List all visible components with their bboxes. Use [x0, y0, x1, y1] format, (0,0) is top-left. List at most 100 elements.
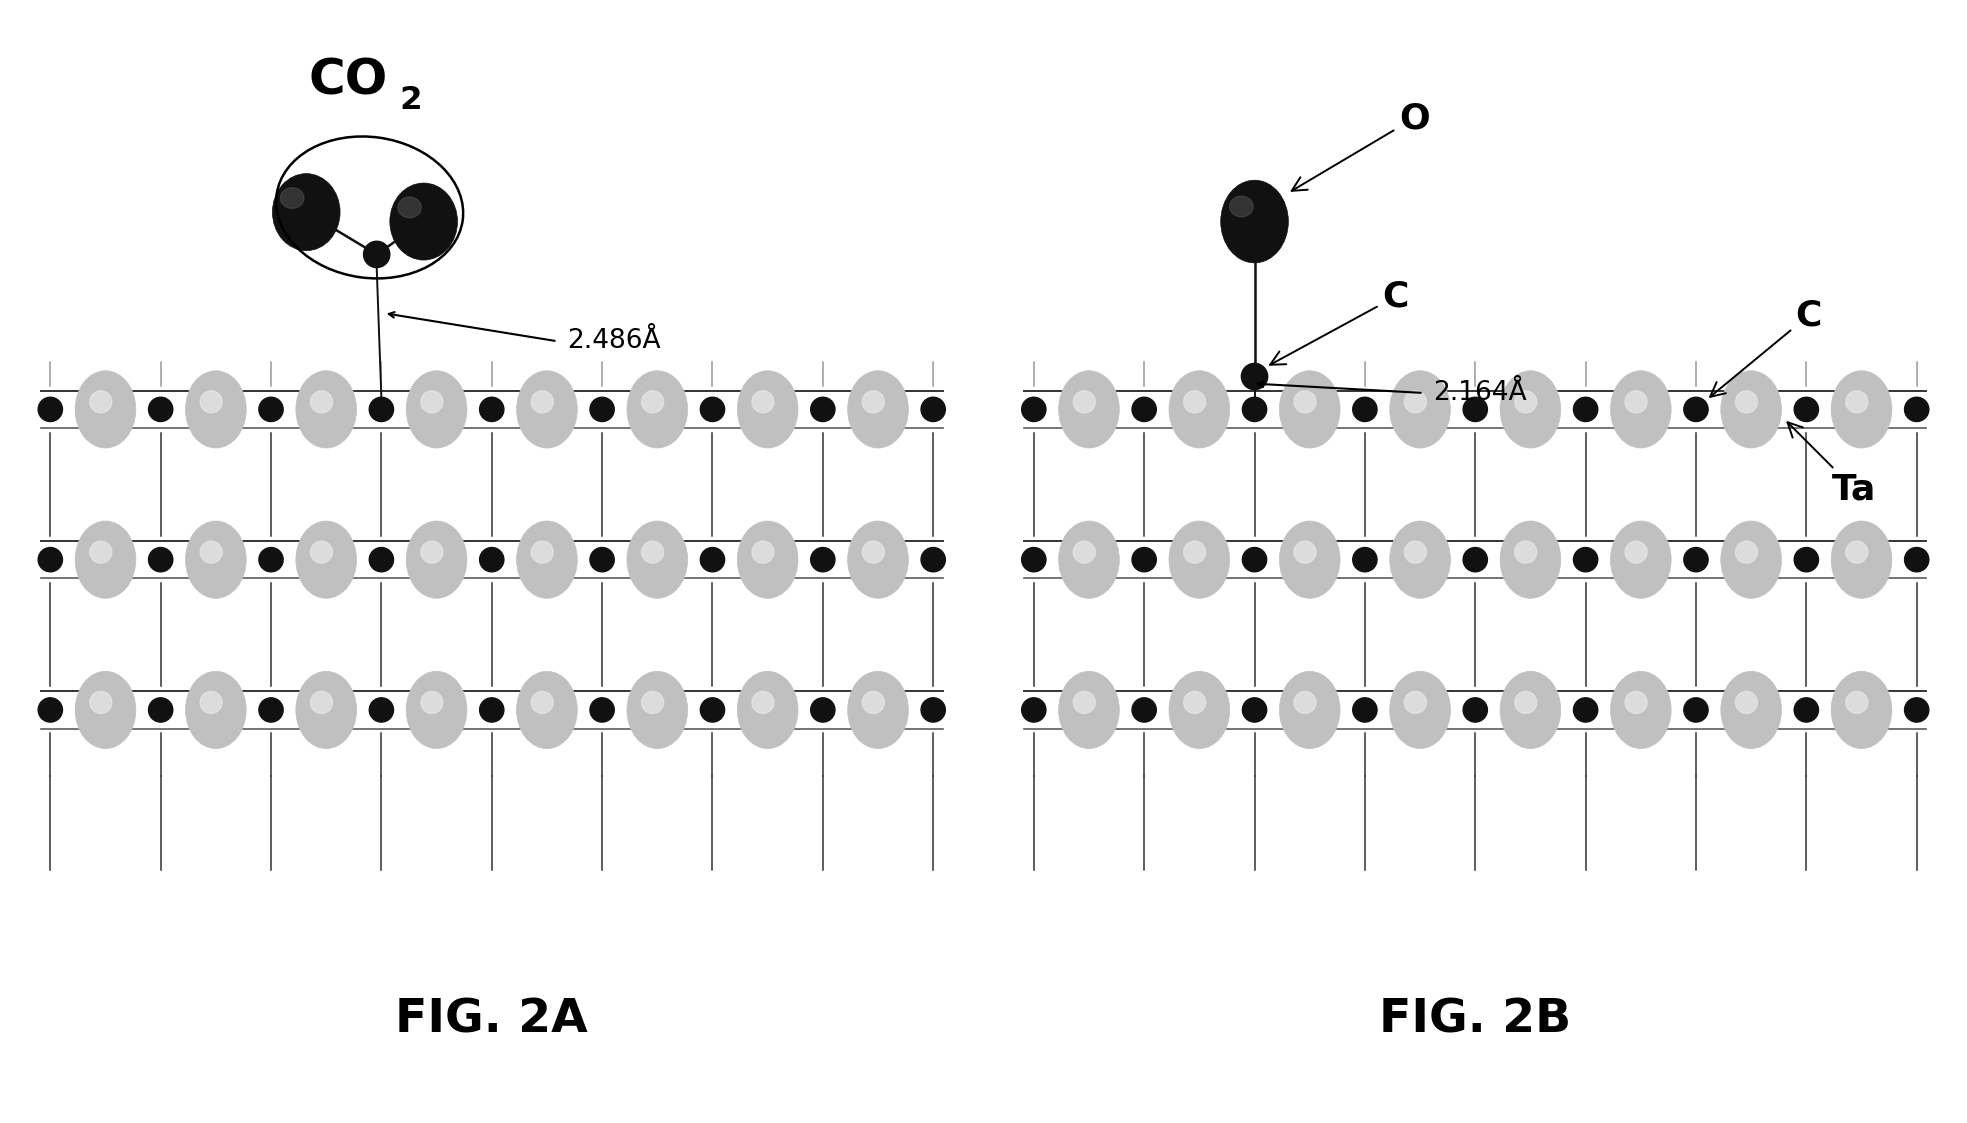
Ellipse shape: [1058, 371, 1119, 448]
Ellipse shape: [1279, 672, 1340, 749]
Ellipse shape: [1168, 672, 1229, 749]
Ellipse shape: [531, 391, 553, 413]
Circle shape: [1904, 548, 1930, 572]
Ellipse shape: [90, 692, 112, 713]
Ellipse shape: [1222, 180, 1288, 263]
Circle shape: [1684, 697, 1707, 722]
Ellipse shape: [848, 672, 909, 749]
Ellipse shape: [1404, 541, 1426, 564]
Text: Ta: Ta: [1788, 422, 1877, 506]
Circle shape: [1133, 697, 1157, 722]
Ellipse shape: [397, 198, 421, 218]
Text: FIG. 2B: FIG. 2B: [1379, 997, 1572, 1042]
Circle shape: [1463, 398, 1487, 421]
Circle shape: [1794, 548, 1818, 572]
Ellipse shape: [201, 692, 222, 713]
Circle shape: [1684, 398, 1707, 421]
Circle shape: [37, 697, 63, 722]
Circle shape: [370, 548, 393, 572]
Ellipse shape: [862, 692, 885, 713]
Circle shape: [1904, 697, 1930, 722]
Ellipse shape: [1074, 541, 1096, 564]
Ellipse shape: [295, 371, 356, 448]
Ellipse shape: [738, 371, 799, 448]
Ellipse shape: [1831, 521, 1892, 599]
Ellipse shape: [1501, 521, 1560, 599]
Text: 2.486Å: 2.486Å: [566, 328, 661, 354]
Ellipse shape: [1168, 371, 1229, 448]
Ellipse shape: [421, 541, 443, 564]
Ellipse shape: [185, 371, 246, 448]
Ellipse shape: [1611, 371, 1672, 448]
Circle shape: [1243, 548, 1267, 572]
Ellipse shape: [1721, 521, 1782, 599]
Circle shape: [364, 241, 389, 267]
Ellipse shape: [517, 521, 576, 599]
Ellipse shape: [627, 371, 688, 448]
Ellipse shape: [1294, 541, 1316, 564]
Circle shape: [590, 548, 614, 572]
Ellipse shape: [738, 672, 799, 749]
Circle shape: [37, 398, 63, 421]
Ellipse shape: [1391, 521, 1450, 599]
Ellipse shape: [1735, 541, 1757, 564]
Circle shape: [480, 697, 504, 722]
Ellipse shape: [1515, 541, 1536, 564]
Circle shape: [149, 398, 173, 421]
Ellipse shape: [185, 672, 246, 749]
Ellipse shape: [1625, 692, 1646, 713]
Ellipse shape: [1074, 391, 1096, 413]
Circle shape: [810, 697, 834, 722]
Text: 2.164Å: 2.164Å: [1434, 380, 1526, 405]
Ellipse shape: [1391, 371, 1450, 448]
Ellipse shape: [531, 692, 553, 713]
Circle shape: [1794, 697, 1818, 722]
Circle shape: [149, 697, 173, 722]
Circle shape: [370, 398, 393, 421]
Ellipse shape: [1735, 692, 1757, 713]
Ellipse shape: [1831, 672, 1892, 749]
Ellipse shape: [751, 391, 773, 413]
Circle shape: [921, 697, 946, 722]
Ellipse shape: [1721, 672, 1782, 749]
Ellipse shape: [295, 672, 356, 749]
Ellipse shape: [1391, 672, 1450, 749]
Circle shape: [700, 548, 724, 572]
Ellipse shape: [1074, 692, 1096, 713]
Ellipse shape: [1831, 371, 1892, 448]
Text: CO: CO: [309, 56, 387, 104]
Circle shape: [1353, 697, 1377, 722]
Circle shape: [260, 548, 283, 572]
Circle shape: [1021, 548, 1046, 572]
Ellipse shape: [407, 521, 466, 599]
Ellipse shape: [311, 391, 332, 413]
Ellipse shape: [281, 188, 305, 209]
Circle shape: [260, 697, 283, 722]
Text: 2: 2: [399, 85, 423, 116]
Ellipse shape: [1845, 391, 1869, 413]
Ellipse shape: [641, 692, 663, 713]
Circle shape: [1021, 697, 1046, 722]
Text: O: O: [1292, 101, 1430, 191]
Circle shape: [1463, 548, 1487, 572]
Ellipse shape: [75, 672, 136, 749]
Ellipse shape: [185, 521, 246, 599]
Ellipse shape: [848, 371, 909, 448]
Circle shape: [1574, 697, 1597, 722]
Circle shape: [1353, 548, 1377, 572]
Circle shape: [1794, 398, 1818, 421]
Ellipse shape: [517, 672, 576, 749]
Circle shape: [370, 697, 393, 722]
Circle shape: [1243, 398, 1267, 421]
Ellipse shape: [273, 174, 340, 250]
Ellipse shape: [1229, 197, 1253, 217]
Ellipse shape: [1294, 692, 1316, 713]
Circle shape: [1574, 398, 1597, 421]
Circle shape: [921, 548, 946, 572]
Ellipse shape: [75, 521, 136, 599]
Ellipse shape: [1058, 521, 1119, 599]
Ellipse shape: [862, 391, 885, 413]
Ellipse shape: [75, 371, 136, 448]
Circle shape: [149, 548, 173, 572]
Ellipse shape: [1735, 391, 1757, 413]
